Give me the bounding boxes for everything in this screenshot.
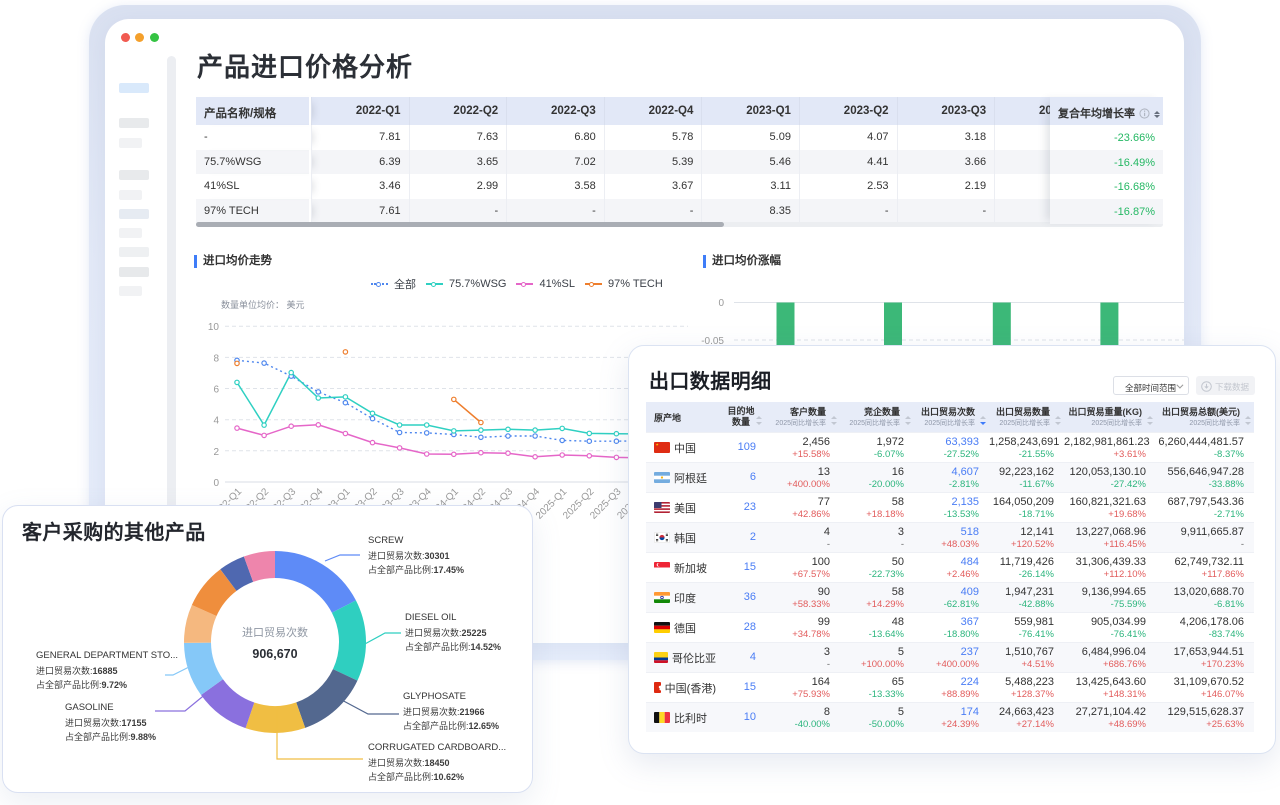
svg-text:10: 10 [208, 322, 220, 333]
svg-text:0: 0 [718, 298, 724, 309]
svg-text:0: 0 [213, 478, 219, 489]
svg-text:6: 6 [213, 385, 219, 396]
svg-text:2: 2 [213, 447, 219, 458]
svg-text:8: 8 [213, 353, 219, 364]
svg-text:4: 4 [213, 416, 219, 427]
svg-text:-0.05: -0.05 [701, 336, 724, 347]
